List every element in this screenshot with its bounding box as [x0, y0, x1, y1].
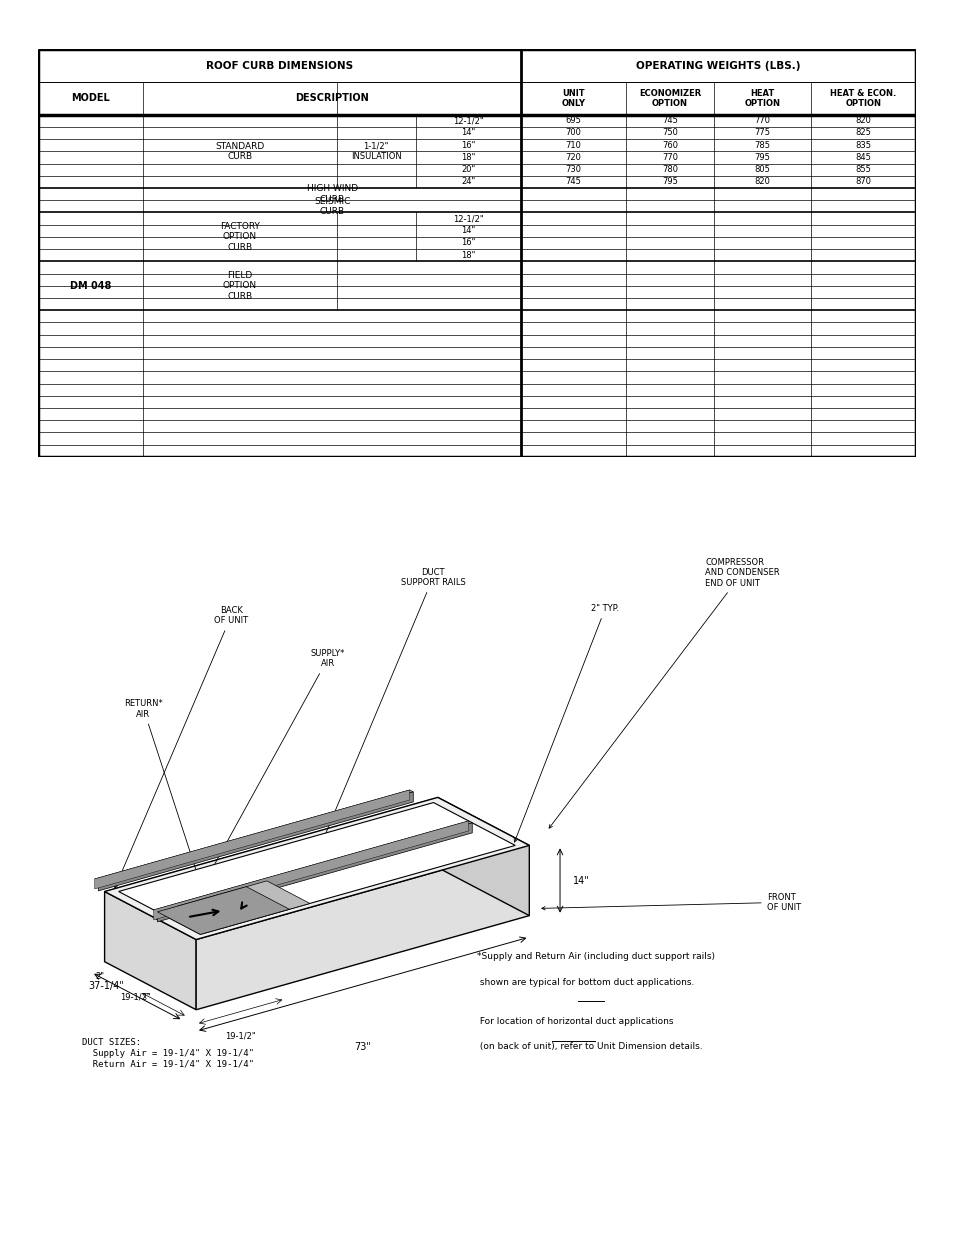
Text: 770: 770: [754, 116, 769, 125]
Text: 12-1/2": 12-1/2": [453, 214, 483, 224]
Text: 18": 18": [460, 153, 475, 162]
Text: BACK
OF UNIT: BACK OF UNIT: [114, 606, 248, 888]
Text: FRONT
OF UNIT: FRONT OF UNIT: [541, 893, 800, 911]
Text: 760: 760: [661, 141, 678, 149]
Text: 795: 795: [661, 178, 678, 186]
Text: RETURN*
AIR: RETURN* AIR: [124, 699, 209, 909]
Text: 695: 695: [565, 116, 581, 125]
Polygon shape: [105, 798, 529, 940]
Text: 14": 14": [573, 876, 589, 885]
Text: 845: 845: [854, 153, 870, 162]
Polygon shape: [94, 790, 413, 881]
Text: SEISMIC
CURB: SEISMIC CURB: [314, 196, 350, 216]
Text: 18": 18": [460, 251, 475, 259]
Polygon shape: [118, 803, 515, 935]
Text: For location of horizontal duct applications: For location of horizontal duct applicat…: [476, 1016, 673, 1026]
Polygon shape: [196, 846, 529, 1010]
Text: 785: 785: [754, 141, 769, 149]
Text: ROOF CURB DIMENSIONS: ROOF CURB DIMENSIONS: [206, 61, 353, 70]
Text: (on back of unit), refer to Unit Dimension details.: (on back of unit), refer to Unit Dimensi…: [476, 1042, 702, 1051]
Text: DESCRIPTION: DESCRIPTION: [295, 94, 369, 104]
Text: 820: 820: [754, 178, 769, 186]
Text: UNIT
ONLY: UNIT ONLY: [561, 89, 585, 107]
Text: 730: 730: [565, 165, 581, 174]
Text: 4-1/2": 4-1/2": [163, 898, 187, 908]
Text: FIELD
OPTION
CURB: FIELD OPTION CURB: [223, 270, 256, 300]
Text: HEAT & ECON.
OPTION: HEAT & ECON. OPTION: [829, 89, 896, 107]
Text: 37-1/4": 37-1/4": [88, 981, 124, 990]
Polygon shape: [157, 887, 289, 935]
Text: 19-1/2": 19-1/2": [225, 1031, 255, 1040]
Text: 835: 835: [854, 141, 870, 149]
Text: 870: 870: [854, 178, 870, 186]
Text: 1-1/2"
INSULATION: 1-1/2" INSULATION: [351, 142, 401, 161]
Text: 73": 73": [354, 1042, 371, 1052]
Text: 710: 710: [565, 141, 581, 149]
Text: 19-1/2": 19-1/2": [215, 898, 243, 906]
Text: 20": 20": [460, 165, 475, 174]
Text: DM 048: DM 048: [71, 280, 112, 290]
Polygon shape: [177, 881, 310, 929]
Text: 16": 16": [460, 141, 475, 149]
Text: STANDARD
CURB: STANDARD CURB: [215, 142, 264, 161]
Text: 750: 750: [661, 128, 678, 137]
Polygon shape: [153, 821, 472, 911]
Text: 12-1/2": 12-1/2": [453, 116, 483, 125]
Text: COMPRESSOR
AND CONDENSER
END OF UNIT: COMPRESSOR AND CONDENSER END OF UNIT: [549, 558, 779, 829]
Text: ECONOMIZER
OPTION: ECONOMIZER OPTION: [639, 89, 700, 107]
Text: 16": 16": [460, 238, 475, 247]
Text: HIGH WIND
CURB: HIGH WIND CURB: [306, 184, 357, 204]
Text: 24": 24": [460, 178, 475, 186]
Text: 820: 820: [854, 116, 870, 125]
Text: 19-1/2": 19-1/2": [250, 904, 278, 913]
Text: 855: 855: [854, 165, 870, 174]
Text: DUCT SIZES:
  Supply Air = 19-1/4" X 19-1/4"
  Return Air = 19-1/4" X 19-1/4": DUCT SIZES: Supply Air = 19-1/4" X 19-1/…: [82, 1039, 253, 1068]
Text: HEAT
OPTION: HEAT OPTION: [743, 89, 780, 107]
Text: 14": 14": [460, 128, 475, 137]
Text: *Supply and Return Air (including duct support rails): *Supply and Return Air (including duct s…: [476, 952, 714, 961]
Text: 745: 745: [661, 116, 678, 125]
Text: DUCT
SUPPORT RAILS: DUCT SUPPORT RAILS: [314, 568, 465, 861]
Text: FACTORY
OPTION
CURB: FACTORY OPTION CURB: [220, 222, 259, 252]
Text: 795: 795: [754, 153, 769, 162]
Text: shown are typical for bottom duct applications.: shown are typical for bottom duct applic…: [476, 978, 694, 987]
Text: 745: 745: [565, 178, 581, 186]
Polygon shape: [153, 821, 468, 920]
Text: 720: 720: [565, 153, 581, 162]
Text: 775: 775: [754, 128, 769, 137]
Text: 805: 805: [754, 165, 769, 174]
Text: 2": 2": [95, 972, 105, 982]
Text: 14": 14": [460, 226, 475, 235]
Polygon shape: [105, 892, 196, 1010]
Text: OPERATING WEIGHTS (LBS.): OPERATING WEIGHTS (LBS.): [636, 61, 800, 70]
Text: 825: 825: [854, 128, 870, 137]
Text: SUPPLY*
AIR: SUPPLY* AIR: [198, 650, 345, 894]
Text: MODEL: MODEL: [71, 94, 111, 104]
Polygon shape: [105, 798, 437, 962]
Polygon shape: [94, 790, 409, 889]
Polygon shape: [98, 792, 413, 890]
Polygon shape: [157, 823, 472, 921]
Text: 2" TYP.: 2" TYP.: [514, 604, 618, 842]
Polygon shape: [437, 798, 529, 915]
Text: 700: 700: [565, 128, 581, 137]
Text: 780: 780: [661, 165, 678, 174]
Text: 19-1/2": 19-1/2": [119, 993, 150, 1002]
Text: 2": 2": [198, 882, 207, 890]
Text: 770: 770: [661, 153, 678, 162]
